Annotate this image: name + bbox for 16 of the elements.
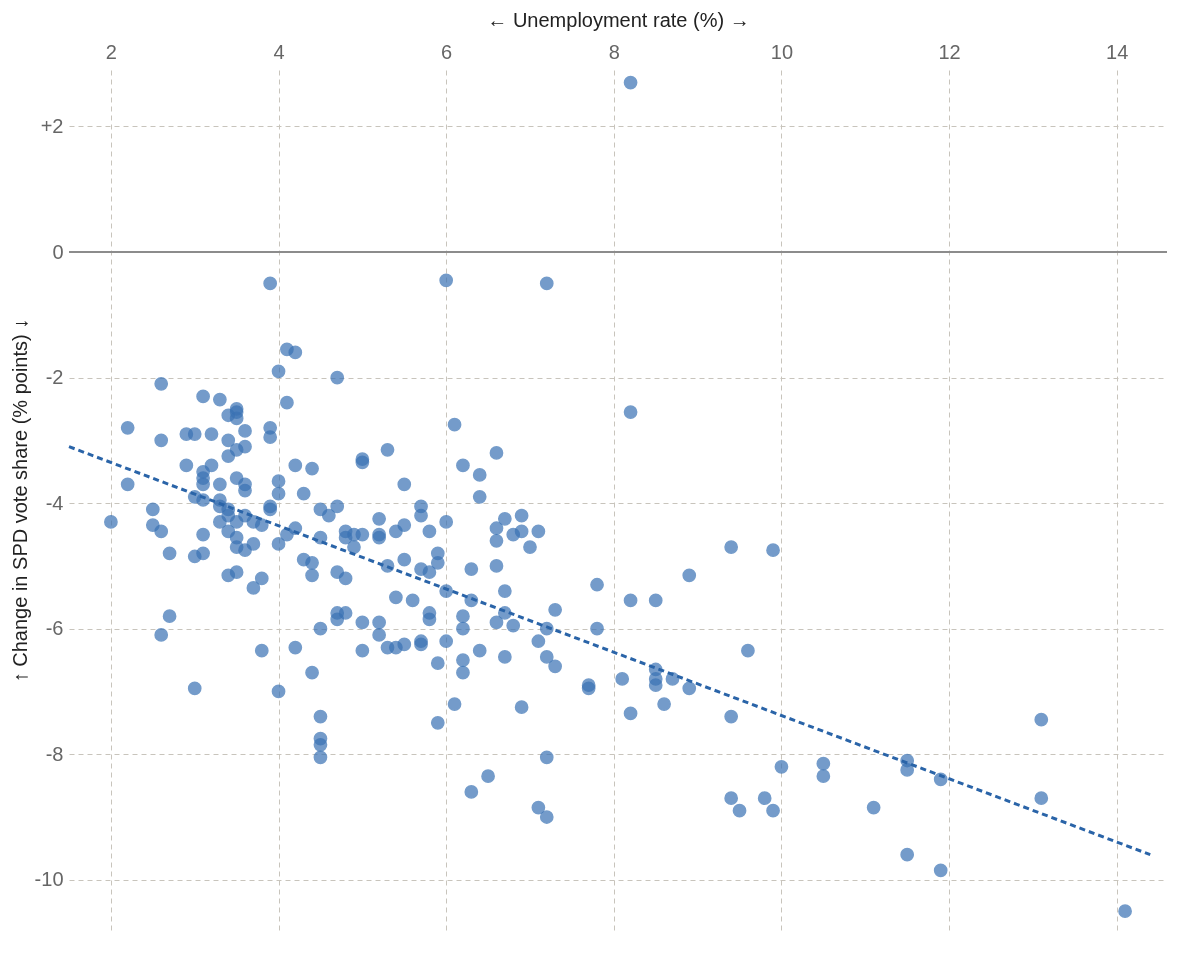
- x-tick-label: 14: [1106, 40, 1129, 63]
- y-tick-label: -6: [45, 617, 64, 640]
- x-axis-title: ← Unemployment rate (%) →: [487, 8, 750, 31]
- y-tick-label: -8: [45, 742, 64, 765]
- x-tick-label: 10: [770, 40, 794, 63]
- x-tick-label: 4: [273, 40, 285, 63]
- x-tick-label: 12: [938, 40, 961, 63]
- y-tick-label: -2: [45, 366, 64, 389]
- y-tick-label: 0: [52, 240, 64, 263]
- x-tick-label: 8: [608, 40, 620, 63]
- y-tick-label: -4: [45, 491, 64, 514]
- y-tick-label: +2: [40, 115, 64, 137]
- x-tick-label: 2: [105, 40, 117, 63]
- y-tick-label: -10: [34, 868, 64, 891]
- x-tick-label: 6: [441, 40, 453, 63]
- y-axis-title: ↑ Change in SPD vote share (% points) ↓: [8, 318, 31, 683]
